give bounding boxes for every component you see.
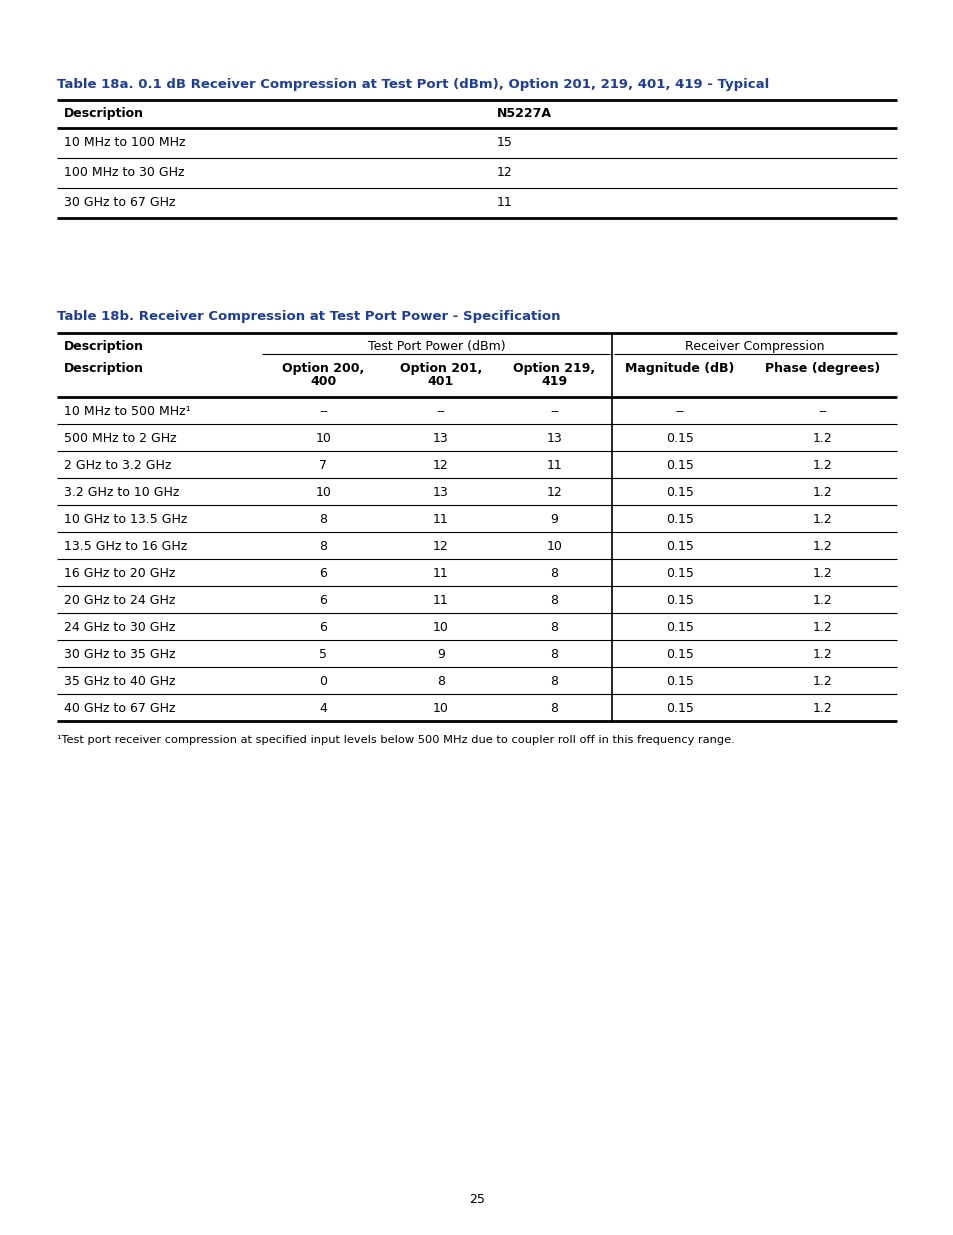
Text: 8: 8	[550, 701, 558, 715]
Text: 1.2: 1.2	[812, 487, 832, 499]
Text: 30 GHz to 67 GHz: 30 GHz to 67 GHz	[64, 196, 175, 209]
Text: --: --	[436, 405, 445, 417]
Text: 12: 12	[546, 487, 561, 499]
Text: --: --	[318, 405, 328, 417]
Text: 2 GHz to 3.2 GHz: 2 GHz to 3.2 GHz	[64, 459, 172, 472]
Text: 419: 419	[541, 375, 567, 388]
Text: 1.2: 1.2	[812, 459, 832, 472]
Text: 400: 400	[310, 375, 336, 388]
Text: 0.15: 0.15	[665, 648, 693, 661]
Text: --: --	[675, 405, 684, 417]
Text: --: --	[817, 405, 826, 417]
Text: 3.2 GHz to 10 GHz: 3.2 GHz to 10 GHz	[64, 487, 179, 499]
Text: 10 MHz to 100 MHz: 10 MHz to 100 MHz	[64, 136, 185, 149]
Text: 8: 8	[319, 540, 327, 553]
Text: 6: 6	[319, 567, 327, 580]
Text: Table 18b. Receiver Compression at Test Port Power - Specification: Table 18b. Receiver Compression at Test …	[57, 310, 560, 324]
Text: 15: 15	[497, 136, 513, 149]
Text: 1.2: 1.2	[812, 432, 832, 445]
Text: Test Port Power (dBm): Test Port Power (dBm)	[368, 340, 505, 353]
Text: 9: 9	[550, 513, 558, 526]
Text: 13.5 GHz to 16 GHz: 13.5 GHz to 16 GHz	[64, 540, 187, 553]
Text: 24 GHz to 30 GHz: 24 GHz to 30 GHz	[64, 621, 175, 634]
Text: 0.15: 0.15	[665, 567, 693, 580]
Text: 0.15: 0.15	[665, 432, 693, 445]
Text: 1.2: 1.2	[812, 621, 832, 634]
Text: 6: 6	[319, 594, 327, 606]
Text: 8: 8	[550, 676, 558, 688]
Text: 10: 10	[546, 540, 562, 553]
Text: 10 GHz to 13.5 GHz: 10 GHz to 13.5 GHz	[64, 513, 187, 526]
Text: 1.2: 1.2	[812, 676, 832, 688]
Text: 1.2: 1.2	[812, 594, 832, 606]
Text: 8: 8	[550, 621, 558, 634]
Text: 11: 11	[497, 196, 512, 209]
Text: 0.15: 0.15	[665, 594, 693, 606]
Text: 9: 9	[436, 648, 444, 661]
Text: 16 GHz to 20 GHz: 16 GHz to 20 GHz	[64, 567, 175, 580]
Text: 8: 8	[436, 676, 444, 688]
Text: 4: 4	[319, 701, 327, 715]
Text: 10: 10	[315, 432, 331, 445]
Text: 13: 13	[433, 487, 449, 499]
Text: 8: 8	[550, 594, 558, 606]
Text: Table 18a. 0.1 dB Receiver Compression at Test Port (dBm), Option 201, 219, 401,: Table 18a. 0.1 dB Receiver Compression a…	[57, 78, 768, 91]
Text: Magnitude (dB): Magnitude (dB)	[624, 362, 734, 375]
Text: N5227A: N5227A	[497, 107, 552, 120]
Text: 5: 5	[319, 648, 327, 661]
Text: 500 MHz to 2 GHz: 500 MHz to 2 GHz	[64, 432, 176, 445]
Text: 1.2: 1.2	[812, 513, 832, 526]
Text: 10: 10	[433, 621, 449, 634]
Text: 0.15: 0.15	[665, 676, 693, 688]
Text: 10: 10	[433, 701, 449, 715]
Text: 0: 0	[319, 676, 327, 688]
Text: 7: 7	[319, 459, 327, 472]
Text: 0.15: 0.15	[665, 513, 693, 526]
Text: 13: 13	[433, 432, 449, 445]
Text: 0.15: 0.15	[665, 701, 693, 715]
Text: 6: 6	[319, 621, 327, 634]
Text: 40 GHz to 67 GHz: 40 GHz to 67 GHz	[64, 701, 175, 715]
Text: 13: 13	[546, 432, 561, 445]
Text: 0.15: 0.15	[665, 621, 693, 634]
Text: 1.2: 1.2	[812, 540, 832, 553]
Text: 35 GHz to 40 GHz: 35 GHz to 40 GHz	[64, 676, 175, 688]
Text: 11: 11	[433, 567, 449, 580]
Text: Option 200,: Option 200,	[282, 362, 364, 375]
Text: 11: 11	[433, 513, 449, 526]
Text: Option 219,: Option 219,	[513, 362, 595, 375]
Text: 30 GHz to 35 GHz: 30 GHz to 35 GHz	[64, 648, 175, 661]
Text: 100 MHz to 30 GHz: 100 MHz to 30 GHz	[64, 165, 184, 179]
Text: 1.2: 1.2	[812, 648, 832, 661]
Text: 8: 8	[550, 567, 558, 580]
Text: ¹Test port receiver compression at specified input levels below 500 MHz due to c: ¹Test port receiver compression at speci…	[57, 735, 734, 745]
Text: --: --	[550, 405, 558, 417]
Text: 12: 12	[433, 459, 449, 472]
Text: 11: 11	[546, 459, 561, 472]
Text: 10 MHz to 500 MHz¹: 10 MHz to 500 MHz¹	[64, 405, 191, 417]
Text: 0.15: 0.15	[665, 540, 693, 553]
Text: 11: 11	[433, 594, 449, 606]
Text: 0.15: 0.15	[665, 487, 693, 499]
Text: 8: 8	[550, 648, 558, 661]
Text: Description: Description	[64, 340, 144, 353]
Text: 12: 12	[433, 540, 449, 553]
Text: 1.2: 1.2	[812, 567, 832, 580]
Text: Phase (degrees): Phase (degrees)	[764, 362, 880, 375]
Text: 0.15: 0.15	[665, 459, 693, 472]
Text: 20 GHz to 24 GHz: 20 GHz to 24 GHz	[64, 594, 175, 606]
Text: Description: Description	[64, 362, 144, 375]
Text: 8: 8	[319, 513, 327, 526]
Text: 12: 12	[497, 165, 512, 179]
Text: 10: 10	[315, 487, 331, 499]
Text: 401: 401	[428, 375, 454, 388]
Text: Receiver Compression: Receiver Compression	[684, 340, 823, 353]
Text: 25: 25	[469, 1193, 484, 1207]
Text: Description: Description	[64, 107, 144, 120]
Text: 1.2: 1.2	[812, 701, 832, 715]
Text: Option 201,: Option 201,	[399, 362, 481, 375]
